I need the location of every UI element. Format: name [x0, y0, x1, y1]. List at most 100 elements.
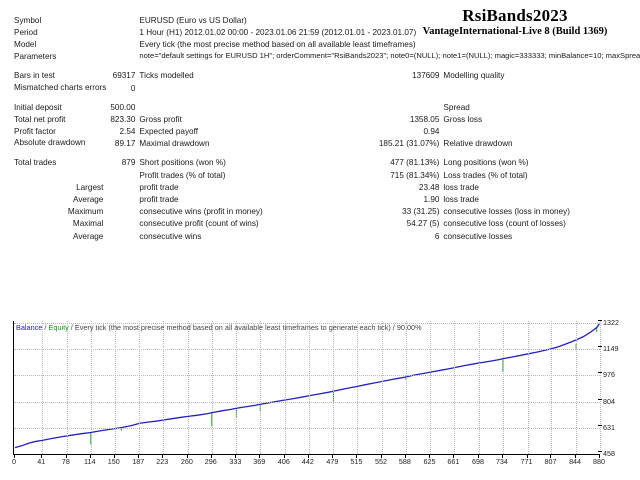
largest-profit-value: 23.48: [418, 182, 440, 192]
x-axis-tick-mark: [550, 455, 552, 458]
deposit-value: 500.00: [110, 102, 136, 112]
table-row-symbol: Symbol EURUSD (Euro vs US Dollar): [0, 14, 640, 26]
x-axis-tick-mark: [380, 455, 382, 458]
page-title: RsiBands2023: [462, 6, 568, 25]
profitfactor-value: 2.54: [119, 127, 136, 137]
quality-value: 90.00%: [591, 70, 640, 82]
report-summary-table: Symbol EURUSD (Euro vs US Dollar) Period…: [0, 14, 640, 242]
x-axis-tick-mark: [332, 455, 334, 458]
chart-gridline-vertical: [576, 321, 578, 454]
ticks-value: 137609: [412, 71, 440, 81]
x-axis-tick-mark: [138, 455, 140, 458]
chart-gridline-vertical: [502, 321, 504, 454]
x-axis-tick-mark: [41, 455, 43, 458]
profitfactor-label: Profit factor: [14, 127, 56, 137]
x-axis-tick-label: 880: [593, 457, 605, 466]
chart-gridline-vertical: [357, 321, 359, 454]
x-axis-tick-label: 771: [520, 457, 533, 466]
max-conswins-label: consecutive wins (profit in money): [139, 207, 263, 217]
symbol-label: Symbol: [14, 15, 42, 25]
row-spacer-2: [0, 94, 640, 101]
legend-description: / Every tick (the most precise method ba…: [68, 323, 422, 332]
table-row-average: Average profit trade 1.90 loss trade -3.…: [0, 193, 640, 205]
chart-curves: [14, 322, 601, 449]
table-row-parameters: Parameters note="default settings for EU…: [0, 51, 640, 63]
average-loss-value: -3.26: [591, 193, 640, 205]
y-axis-tick-label: 804: [598, 397, 615, 406]
average-label: Average: [73, 195, 104, 205]
x-axis-tick-label: 552: [374, 457, 387, 466]
x-axis-tick-label: 296: [204, 457, 217, 466]
x-axis-tick-mark: [186, 455, 188, 458]
maximal-label: Maximal: [72, 219, 104, 229]
chart-gridline-horizontal: [14, 427, 600, 429]
y-axis-tick-mark: [598, 346, 602, 348]
table-row-avg-consecutive: Average consecutive wins 6 consecutive l…: [0, 230, 640, 242]
average-profit-label: profit trade: [139, 195, 179, 205]
chart-legend: Balance / Equity / Every tick (the most …: [16, 323, 422, 332]
x-axis-tick-label: 515: [350, 457, 363, 466]
x-axis-tick-mark: [404, 455, 406, 458]
chart-gridline-horizontal: [14, 401, 600, 403]
totaltrades-value: 879: [121, 158, 136, 168]
x-axis-tick-mark: [429, 455, 431, 458]
grossloss-label: Gross loss: [443, 114, 483, 124]
maximal-profit-label: consecutive profit (count of wins): [139, 219, 259, 229]
model-value: Every tick (the most precise method base…: [139, 39, 416, 49]
table-row-bars: Bars in test 69317 Ticks modelled 137609…: [0, 70, 640, 82]
row-spacer-1: [0, 63, 640, 70]
maxdrawdown-value: 185.21 (31.07%): [378, 139, 440, 149]
y-axis-tick-mark: [598, 320, 602, 321]
chart-gridline-vertical: [66, 321, 68, 454]
table-row-profitfactor: Profit factor 2.54 Expected payoff 0.94: [0, 126, 640, 138]
x-axis-tick-mark: [575, 455, 577, 458]
average-pad: [106, 193, 139, 205]
x-axis-tick-mark: [478, 455, 479, 458]
bars-value: 69317: [112, 71, 136, 81]
chart-gridline-vertical: [600, 321, 601, 454]
period-spacer: [106, 26, 139, 38]
x-axis-tick-label: 807: [544, 457, 557, 466]
profittrades-value: 715 (81.34%): [390, 170, 440, 180]
x-axis-tick-mark: [113, 455, 115, 458]
x-axis-tick-mark: [599, 455, 600, 458]
deposit-pad: [139, 101, 364, 113]
x-axis-tick-mark: [356, 455, 358, 458]
chart-gridline-vertical: [211, 321, 213, 454]
broker-subtitle: VantageInternational-Live 8 (Build 1369): [422, 26, 608, 37]
avg-conswins-value: 6: [434, 231, 440, 241]
table-row-drawdown: Absolute drawdown 89.17 Maximal drawdown…: [0, 138, 640, 150]
chart-gridline-vertical: [381, 321, 383, 454]
x-axis-tick-mark: [307, 455, 309, 458]
table-row-maximal: Maximal consecutive profit (count of win…: [0, 218, 640, 230]
x-axis-tick-label: 150: [107, 457, 120, 466]
x-axis-tick-mark: [162, 455, 164, 458]
largest-pad: [106, 181, 139, 193]
chart-gridline-vertical: [284, 321, 286, 454]
avg-conslosses-label: consecutive losses: [443, 231, 513, 241]
chart-gridline-vertical: [333, 321, 335, 454]
chart-gridline-vertical: [430, 321, 432, 454]
x-axis-tick-label: 223: [156, 457, 169, 466]
chart-gridline-vertical: [479, 321, 480, 454]
chart-gridline-vertical: [260, 321, 262, 454]
y-axis-tick-mark: [598, 398, 602, 400]
absdrawdown-value: 89.17: [114, 139, 136, 149]
x-axis-tick-label: 78: [61, 457, 70, 466]
x-axis-tick-label: 734: [495, 457, 508, 466]
y-axis-tick-label: 631: [598, 423, 615, 432]
average-loss-label: loss trade: [443, 195, 479, 205]
chart-gridline-vertical: [405, 321, 407, 454]
chart-gridline-vertical: [139, 321, 141, 454]
deposit-pad2: [364, 101, 443, 113]
chart-gridline-vertical: [187, 321, 189, 454]
reldrawdown-value: 31.07% (185.21): [591, 138, 640, 150]
x-axis-tick-label: 442: [301, 457, 314, 466]
grossprofit-value: 1358.05: [409, 114, 440, 124]
period-label: Period: [14, 27, 38, 37]
period-value: 1 Hour (H1) 2012.01.02 00:00 - 2023.01.0…: [139, 27, 417, 37]
grossprofit-label: Gross profit: [139, 114, 182, 124]
parameters-value: note="default settings for EURUSD 1H"; o…: [139, 51, 640, 61]
table-row-totaltrades: Total trades 879 Short positions (won %)…: [0, 157, 640, 169]
x-axis-tick-mark: [65, 455, 67, 458]
